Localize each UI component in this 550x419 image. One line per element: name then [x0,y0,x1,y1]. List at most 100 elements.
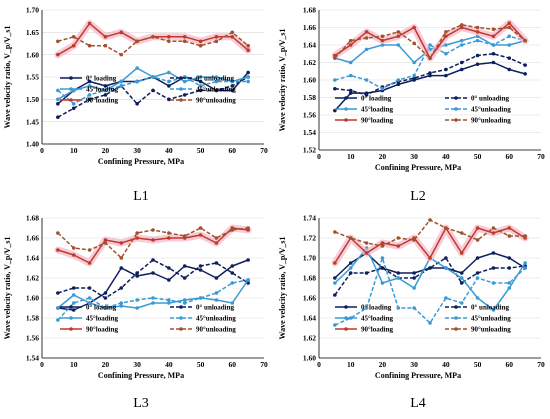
data-point [103,84,108,88]
y-tick-label: 1.72 [303,234,316,243]
legend-label: 45°loading [361,105,393,113]
data-point [364,93,369,97]
data-point [507,21,512,25]
data-point [71,106,76,111]
chart-panel-l2: 1.52 1.54 1.56 1.58 1.60 1.62 1.64 1.66 1.68 0 10 2… [275,0,550,209]
data-point [103,296,108,300]
y-tick-label: 1.54 [303,128,316,137]
data-point [412,306,416,310]
legend-marker [179,316,183,320]
y-axis-title: Wave velocity ratio, V_p/V_s1 [3,26,12,129]
data-point [214,88,219,93]
legend-label: 45°loading [86,85,118,93]
data-point [87,286,92,290]
data-point [475,226,480,230]
data-point [56,52,60,57]
legend-marker [69,76,73,80]
data-point [364,251,369,255]
data-point [428,71,432,75]
data-point [151,238,155,242]
legend-marker [69,87,73,91]
data-point [459,38,464,43]
data-point [348,38,353,43]
x-tick-label: 10 [70,360,78,369]
data-point [333,281,337,285]
data-point [412,286,416,290]
x-tick-label: 50 [197,360,205,369]
x-tick-label: 60 [229,146,237,155]
y-tick-label: 1.68 [303,6,316,15]
y-tick-label: 1.68 [303,274,316,283]
data-point [182,93,187,97]
data-point [198,75,203,79]
data-point [428,56,432,60]
data-point [523,38,527,43]
legend-label: 45°unloading [471,105,511,113]
data-point [364,306,369,310]
data-point [444,51,448,56]
legend-label: 90°loading [361,116,393,124]
data-point [230,301,235,305]
data-point [151,75,155,79]
data-point [396,271,401,275]
x-tick-label: 0 [40,360,44,369]
data-point [444,296,448,300]
data-point [348,73,353,78]
y-tick-label: 1.56 [303,111,316,120]
data-point [214,261,219,265]
data-point [230,228,235,232]
data-point [459,23,464,27]
data-point [182,264,187,268]
data-point [87,248,92,252]
data-point [348,266,353,270]
data-point [71,253,76,257]
y-tick-label: 1.60 [26,50,39,59]
data-point [523,72,527,76]
data-point [198,296,203,300]
x-tick-label: 50 [197,146,205,155]
y-tick-label: 1.64 [303,314,316,323]
x-tick-label: 30 [133,146,141,155]
data-point [198,88,203,93]
data-point [214,298,219,302]
data-point [151,228,155,232]
data-point [103,306,108,310]
data-point [214,75,219,79]
data-point [475,256,480,260]
data-point [459,43,464,47]
data-point [444,226,448,230]
legend-label: 45°loading [86,314,118,322]
data-point [198,233,203,237]
legend-label: 45°unloading [196,85,236,93]
data-point [56,88,60,93]
data-point [198,39,203,44]
panel-caption: L3 [133,396,149,411]
data-point [167,301,171,305]
data-point [475,53,480,58]
legend-label: 0° unloading [471,94,510,102]
y-tick-label: 1.66 [303,294,316,303]
data-point [71,43,76,48]
legend-marker [179,87,183,91]
data-point [135,66,139,70]
data-point [348,60,353,65]
y-tick-label: 1.70 [303,254,316,263]
y-tick-label: 1.58 [26,314,39,323]
data-point [214,39,219,44]
legend-label: 90°loading [361,325,393,333]
data-point [214,276,219,280]
legend-marker [344,316,348,320]
legend-marker [344,305,348,309]
data-point [444,34,448,39]
x-tick-label: 20 [379,152,387,161]
data-point [507,234,512,238]
x-tick-label: 70 [537,152,545,161]
panel-caption: L1 [133,189,149,204]
legend-label: 45°unloading [196,314,236,322]
chart-panel-l3: 1.54 1.56 1.58 1.60 1.62 1.64 1.66 1.68 0 10 20 30 4… [0,209,275,419]
data-point [380,34,385,39]
data-point [230,264,235,268]
data-point [167,84,171,88]
x-tick-label: 10 [347,360,355,369]
data-point [523,63,527,67]
